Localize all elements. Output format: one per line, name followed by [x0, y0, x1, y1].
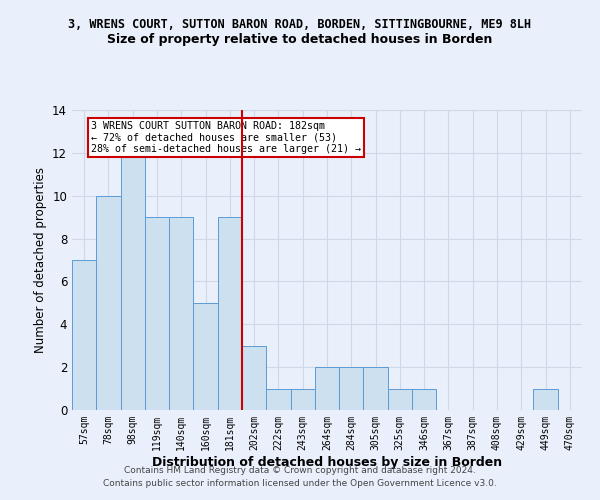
Bar — [169, 217, 193, 410]
Bar — [315, 367, 339, 410]
X-axis label: Distribution of detached houses by size in Borden: Distribution of detached houses by size … — [152, 456, 502, 468]
Y-axis label: Number of detached properties: Number of detached properties — [34, 167, 47, 353]
Text: Contains HM Land Registry data © Crown copyright and database right 2024.
Contai: Contains HM Land Registry data © Crown c… — [103, 466, 497, 487]
Bar — [339, 367, 364, 410]
Bar — [266, 388, 290, 410]
Bar — [533, 388, 558, 410]
Bar — [218, 217, 242, 410]
Bar — [193, 303, 218, 410]
Bar — [72, 260, 96, 410]
Text: Size of property relative to detached houses in Borden: Size of property relative to detached ho… — [107, 32, 493, 46]
Bar — [290, 388, 315, 410]
Text: 3, WRENS COURT, SUTTON BARON ROAD, BORDEN, SITTINGBOURNE, ME9 8LH: 3, WRENS COURT, SUTTON BARON ROAD, BORDE… — [68, 18, 532, 30]
Text: 3 WRENS COURT SUTTON BARON ROAD: 182sqm
← 72% of detached houses are smaller (53: 3 WRENS COURT SUTTON BARON ROAD: 182sqm … — [91, 120, 361, 154]
Bar — [145, 217, 169, 410]
Bar — [121, 153, 145, 410]
Bar — [96, 196, 121, 410]
Bar — [364, 367, 388, 410]
Bar — [242, 346, 266, 410]
Bar — [388, 388, 412, 410]
Bar — [412, 388, 436, 410]
